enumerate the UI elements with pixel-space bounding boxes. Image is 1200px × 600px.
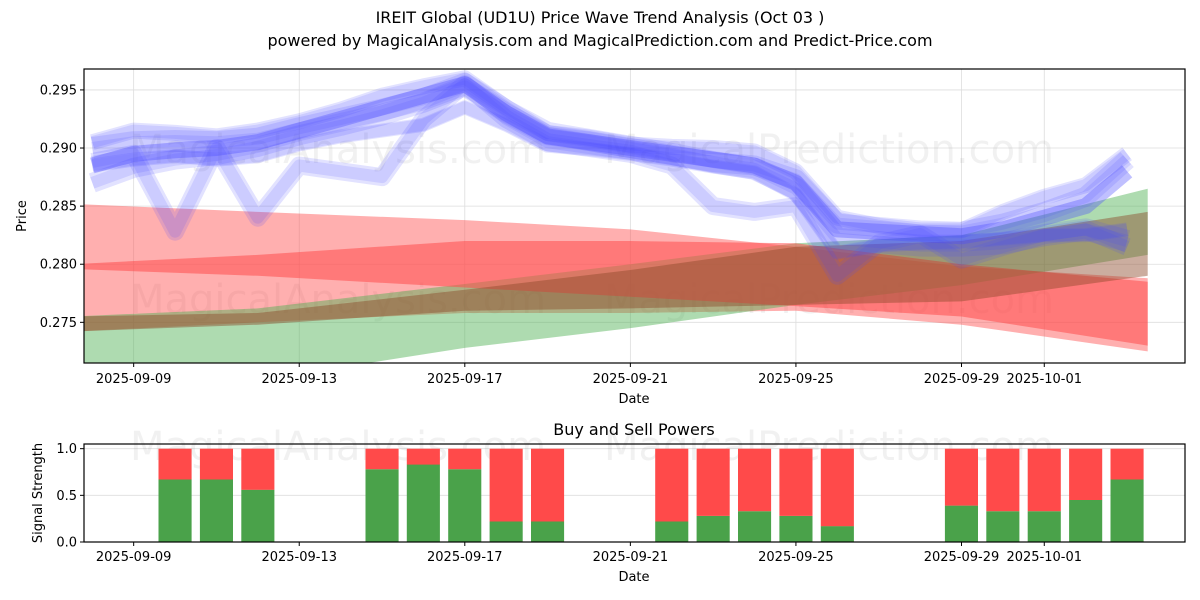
wave-ribbon-inner — [91, 78, 1129, 252]
price-y-tick-label: 0.285 — [40, 200, 77, 215]
buy-sell-chart-title: Buy and Sell Powers — [553, 420, 715, 439]
buy-sell-power-chart: Buy and Sell Powers MagicalAnalysis.com M… — [31, 420, 1186, 585]
sell-power-bar — [158, 448, 192, 480]
sell-power-bar — [406, 448, 440, 465]
power-axes-frame — [83, 443, 1186, 543]
price-y-ticks: 0.275 0.280 0.285 0.290 0.295 — [40, 83, 84, 331]
sell-power-bar — [779, 448, 813, 516]
buy-power-bar — [365, 469, 399, 542]
buy-power-bar — [406, 464, 440, 542]
power-y-axis-label: Signal Strength — [31, 443, 46, 543]
sell-power-bar — [531, 448, 565, 522]
wave-center-ribbon — [90, 76, 1133, 245]
price-bands — [84, 188, 1148, 363]
wave-ribbon — [90, 70, 1132, 239]
power-x-tick-label: 2025-09-17 — [427, 550, 503, 565]
wave-ribbon — [91, 100, 1129, 260]
buy-power-bar — [738, 511, 772, 542]
power-x-tick-label: 2025-09-29 — [924, 550, 1000, 565]
buy-power-bar — [158, 479, 192, 542]
price-wave — [88, 70, 1134, 285]
buy-power-bar — [1027, 511, 1061, 542]
price-y-axis-label: Price — [15, 200, 30, 232]
wave-ribbon — [88, 76, 1134, 242]
power-watermarks: MagicalAnalysis.com MagicalPrediction.com — [130, 424, 1054, 470]
buy-power-bar — [944, 505, 978, 542]
wave-ribbon-inner — [91, 78, 1130, 282]
sell-power-bar — [1110, 448, 1144, 480]
buy-power-bar — [1069, 500, 1103, 542]
sell-power-bar — [489, 448, 523, 522]
price-y-tick-label: 0.295 — [40, 83, 77, 98]
price-x-tick-label: 2025-09-25 — [758, 372, 834, 387]
price-axes-frame — [83, 68, 1186, 364]
power-y-tick-label: 1.0 — [56, 442, 77, 457]
power-y-ticks: 0.0 0.5 1.0 — [56, 442, 84, 551]
price-wave-chart: MagicalAnalysis.com MagicalPrediction.com… — [15, 68, 1186, 407]
sell-power-bar — [944, 448, 978, 506]
sell-power-bar — [365, 448, 399, 470]
buy-power-bar — [779, 515, 813, 542]
sell-power-bar — [820, 448, 854, 527]
price-y-tick-label: 0.275 — [40, 316, 77, 331]
sell-power-bar — [1069, 448, 1103, 500]
price-x-tick-label: 2025-10-01 — [1006, 372, 1082, 387]
price-x-axis-label: Date — [618, 392, 649, 407]
buy-power-bar — [241, 489, 275, 542]
price-y-tick-label: 0.280 — [40, 258, 77, 273]
price-y-tick-label: 0.290 — [40, 142, 77, 157]
sell-power-bar — [448, 448, 482, 470]
buy-power-bar — [820, 526, 854, 542]
sell-power-bar — [738, 448, 772, 512]
price-x-tick-label: 2025-09-09 — [96, 372, 172, 387]
buy-power-bar — [986, 511, 1020, 542]
price-x-tick-label: 2025-09-29 — [924, 372, 1000, 387]
buy-power-bar — [696, 515, 730, 542]
watermark-text: MagicalAnalysis.com — [130, 424, 546, 470]
buy-power-bar — [199, 479, 233, 542]
power-x-axis-label: Date — [618, 570, 649, 585]
sell-power-bar — [1027, 448, 1061, 512]
sell-power-bar — [199, 448, 233, 480]
watermark-text: MagicalAnalysis.com — [130, 127, 546, 173]
price-x-tick-label: 2025-09-21 — [593, 372, 669, 387]
power-x-tick-label: 2025-10-01 — [1006, 550, 1082, 565]
buy-power-bar — [655, 521, 689, 542]
power-x-tick-label: 2025-09-25 — [758, 550, 834, 565]
buy-band-inner — [84, 211, 1148, 332]
watermark-text: MagicalPrediction.com — [604, 127, 1054, 173]
wave-ribbon — [90, 73, 1131, 257]
power-bars — [158, 448, 1144, 542]
buy-power-bar — [489, 521, 523, 542]
sell-power-bar — [986, 448, 1020, 512]
buy-power-bar — [1110, 479, 1144, 542]
sell-power-bar — [696, 448, 730, 516]
power-x-tick-label: 2025-09-09 — [96, 550, 172, 565]
power-y-tick-label: 0.5 — [56, 489, 77, 504]
buy-power-bar — [531, 521, 565, 542]
buy-power-bar — [448, 469, 482, 542]
power-y-tick-label: 0.0 — [56, 536, 77, 551]
power-x-tick-label: 2025-09-13 — [261, 550, 337, 565]
price-x-tick-label: 2025-09-17 — [427, 372, 503, 387]
price-x-ticks: 2025-09-09 2025-09-13 2025-09-17 2025-09-21… — [96, 363, 1082, 387]
wave-ribbon-inner — [90, 72, 1131, 237]
chart-subtitle: powered by MagicalAnalysis.com and Magic… — [267, 31, 933, 50]
wave-ribbon-inner — [91, 101, 1128, 259]
sell-power-bar — [655, 448, 689, 522]
wave-ribbon — [90, 75, 1131, 285]
price-x-tick-label: 2025-09-13 — [261, 372, 337, 387]
sell-power-bar — [241, 448, 275, 490]
chart-title: IREIT Global (UD1U) Price Wave Trend Ana… — [375, 8, 825, 27]
power-x-ticks: 2025-09-09 2025-09-13 2025-09-17 2025-09-21… — [96, 542, 1082, 565]
sell-band-inner — [84, 241, 1148, 346]
wave-ribbon-inner — [90, 80, 1132, 238]
power-x-tick-label: 2025-09-21 — [593, 550, 669, 565]
